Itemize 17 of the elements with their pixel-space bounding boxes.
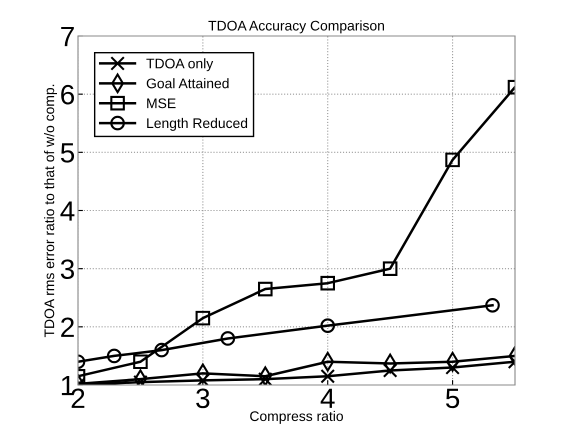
legend-label: MSE <box>147 98 176 108</box>
legend-label: Goal Attained <box>146 78 229 88</box>
x-axis-title: Compress ratio <box>250 410 343 424</box>
x-tick-label: 4 <box>320 388 335 408</box>
y-tick-label: 1 <box>62 376 74 396</box>
y-tick-label: 2 <box>61 318 74 337</box>
legend-label: Length Reduced <box>147 118 248 131</box>
y-tick-label: 3 <box>60 259 74 280</box>
chart-title: TDOA Accuracy Comparison <box>208 20 384 34</box>
x-tick-label: 5 <box>446 388 460 408</box>
y-tick-label: 7 <box>61 26 74 46</box>
y-tick-label: 5 <box>60 143 74 163</box>
legend-label: TDOA only <box>146 58 214 72</box>
y-tick-label: 4 <box>60 201 74 221</box>
y-tick-label: 6 <box>61 84 74 105</box>
y-axis-title: TDOA rms error ratio to that of w/o comp. <box>44 84 57 338</box>
x-tick-label: 3 <box>196 388 210 408</box>
